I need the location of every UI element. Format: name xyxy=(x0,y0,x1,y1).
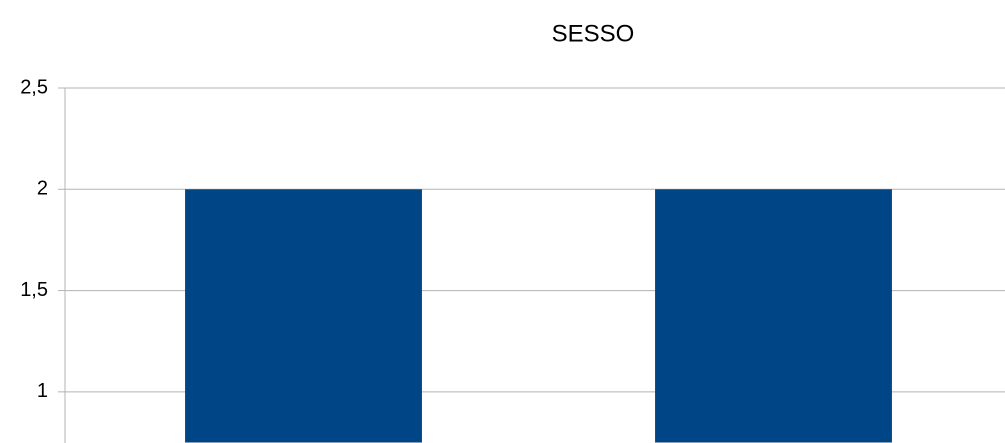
chart-title: SESSO xyxy=(552,20,635,47)
y-tick-label: 1 xyxy=(37,380,48,402)
y-tick-label: 1,5 xyxy=(20,279,48,301)
y-tick-label: 2,5 xyxy=(20,76,48,98)
bar xyxy=(185,189,422,443)
bar xyxy=(655,189,892,443)
y-tick-label: 2 xyxy=(37,178,48,200)
